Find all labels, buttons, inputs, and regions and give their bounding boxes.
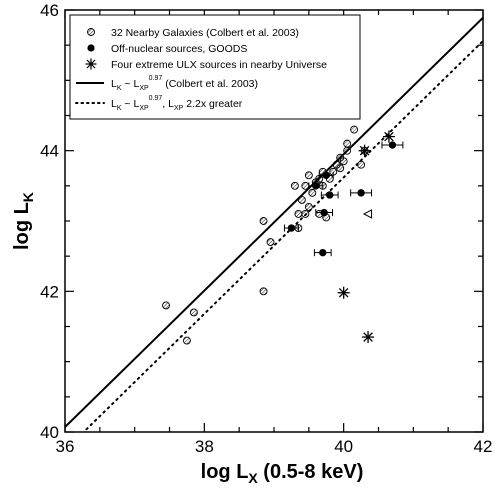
galaxy-point: [350, 125, 359, 134]
ulx-point: [337, 286, 350, 299]
galaxy-point: [357, 160, 366, 169]
legend-item-goods: Off-nuclear sources, GOODS: [87, 43, 247, 55]
galaxy-point: [304, 171, 313, 180]
goods-point: [357, 189, 365, 197]
legend-label: LK ~ LXP0.97, LXP 2.2x greater: [111, 95, 243, 112]
legend-item-dotted-fit: LK ~ LXP0.97, LXP 2.2x greater: [75, 95, 243, 112]
galaxy-point: [294, 210, 303, 218]
goods-point: [326, 191, 334, 199]
galaxy-point: [297, 195, 306, 204]
ulx-point: [358, 144, 371, 157]
legend-item-galaxies: 32 Nearby Galaxies (Colbert et al. 2003): [87, 27, 299, 39]
goods-point: [388, 141, 397, 149]
fit-lines: [65, 17, 483, 432]
x-axis-title: log LX (0.5-8 keV): [201, 461, 364, 486]
asterisk-stroke: [363, 332, 373, 342]
data-points: [162, 125, 404, 345]
asterisk-icon: [85, 58, 97, 70]
y-tick-label: 42: [40, 282, 59, 301]
galaxy-point: [343, 146, 352, 155]
y-tick-label: 46: [40, 1, 59, 20]
galaxy-point: [304, 202, 313, 211]
x-tick-label: 38: [195, 437, 214, 456]
galaxy-point: [162, 301, 170, 310]
legend-label: Four extreme ULX sources in nearby Unive…: [111, 59, 327, 71]
legend-label: Off-nuclear sources, GOODS: [111, 43, 247, 55]
legend: 32 Nearby Galaxies (Colbert et al. 2003)…: [69, 14, 361, 120]
galaxy-point: [301, 210, 310, 218]
ulx-point: [362, 331, 375, 344]
axis-ticks: 36 38 40 42 40 42 44 46: [40, 1, 492, 456]
asterisk-stroke: [384, 131, 394, 142]
goods-point: [322, 171, 330, 179]
y-tick-label: 44: [40, 142, 59, 161]
galaxy-point: [259, 287, 268, 296]
legend-label: LK ~ LXP0.97 (Colbert et al. 2003): [111, 75, 258, 92]
galaxy-point: [189, 308, 198, 317]
galaxy-point: [182, 336, 191, 345]
goods-point: [320, 208, 328, 217]
galaxy-point: [343, 139, 352, 148]
galaxy-point: [308, 188, 317, 197]
galaxy-point: [266, 238, 275, 247]
goods-point: [319, 248, 327, 257]
galaxy-point: [336, 164, 345, 173]
legend-item-solid-fit: LK ~ LXP0.97 (Colbert et al. 2003): [76, 75, 258, 92]
galaxy-point: [301, 181, 310, 190]
legend-item-ulx: Four extreme ULX sources in nearby Unive…: [85, 58, 327, 71]
asterisk-stroke: [359, 145, 370, 156]
galaxy-point: [259, 217, 268, 225]
ulx-point: [382, 130, 395, 143]
fit-line-solid: [65, 17, 483, 428]
x-tick-label: 42: [474, 437, 493, 456]
y-tick-label: 40: [40, 423, 59, 442]
upper-limit-point: [362, 209, 373, 219]
galaxy-point: [290, 181, 299, 190]
x-tick-label: 40: [334, 437, 353, 456]
goods-point: [312, 182, 320, 190]
legend-label: 32 Nearby Galaxies (Colbert et al. 2003): [111, 27, 299, 39]
filled-circle-icon: [87, 44, 95, 52]
y-axis-title: log LK: [11, 192, 36, 250]
x-tick-label: 36: [56, 437, 75, 456]
asterisk-stroke: [338, 287, 349, 298]
hatched-circle-icon: [87, 28, 95, 36]
galaxy-point: [339, 157, 348, 166]
fit-line-dotted: [82, 39, 483, 432]
legend-box: [69, 14, 361, 120]
goods-point: [287, 224, 296, 232]
